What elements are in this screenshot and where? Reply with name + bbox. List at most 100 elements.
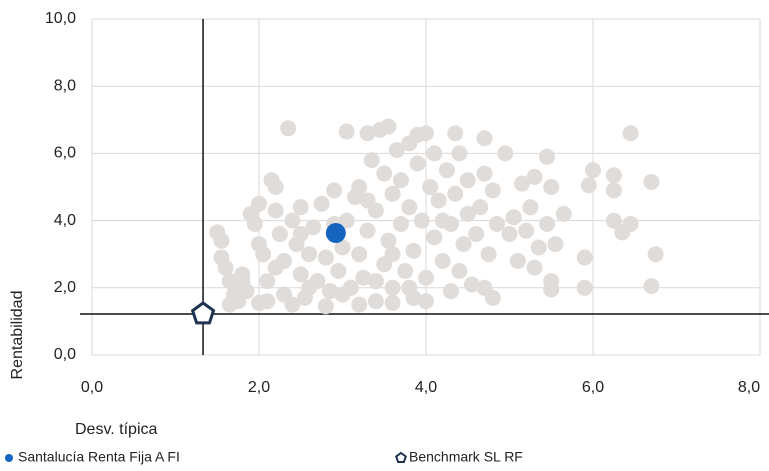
legend-label: Santalucía Renta Fija A FI [18,449,180,465]
peer-point [405,242,422,259]
peer-point [221,273,238,290]
peer-point [251,294,267,311]
peer-point [259,273,276,290]
peer-point [301,279,318,296]
peer-point [401,279,418,296]
peer-point [384,294,401,311]
peer-point [480,246,497,263]
peer-point [418,269,434,286]
peer-point [317,298,334,315]
fund-point [325,223,346,244]
peer-point [463,276,480,293]
peer-point [334,286,351,303]
peer-point [413,212,430,229]
peer-point [313,195,330,212]
x-axis-label: Desv. típica [75,421,158,438]
peer-point [522,199,539,216]
peer-point [380,232,397,249]
peer-point [543,179,560,195]
peer-point [530,239,547,256]
peer-point [555,205,572,222]
peer-point [451,145,468,162]
peer-point [468,226,485,243]
peer-point [321,283,338,300]
peer-point [359,125,376,142]
peer-point [292,226,309,243]
y-axis-label: Rentabilidad [9,291,26,380]
peer-point [434,252,451,269]
peer-point [221,296,238,313]
peer-point [351,246,368,263]
peer-point [605,212,622,229]
x-tick-label: 0,0 [81,379,103,396]
peer-point [585,162,601,179]
x-tick-label: 6,0 [582,379,604,396]
legend-label: Benchmark SL RF [409,449,523,465]
y-tick-label: 0,0 [54,346,76,363]
peer-point [355,269,372,286]
peer-point [622,215,639,232]
peer-point [284,296,301,313]
peer-point [447,185,464,202]
peer-point [338,123,355,140]
y-tick-label: 10,0 [45,10,76,27]
peer-point [459,172,476,189]
peer-point [426,229,443,246]
peer-point [363,152,380,169]
peer-point [267,202,284,219]
peer-point [392,215,409,232]
legend-marker [395,451,407,463]
peer-point [518,222,535,239]
peer-point [459,205,476,222]
peer-point [605,182,622,199]
peer-point [643,173,660,190]
peer-point [267,179,284,195]
peer-point [338,212,355,229]
legend-marker [5,454,13,462]
peer-point [526,168,543,185]
x-tick-label: 2,0 [248,379,270,396]
peer-point [434,212,451,229]
peer-point [380,118,397,135]
peer-point [409,155,426,172]
peer-point [484,289,501,306]
peer-point [647,246,664,263]
peer-point [392,172,409,189]
peer-point [213,232,230,249]
peer-point [397,263,414,279]
peer-point [351,179,368,195]
peer-point [443,283,460,300]
peer-point [267,259,284,276]
peer-point [234,273,251,290]
peer-point [451,263,468,279]
peer-point [284,212,301,229]
peer-point [334,239,351,256]
peer-point [305,219,322,236]
peer-point [476,165,493,182]
peer-point [488,215,505,232]
peer-point [547,236,564,253]
peer-point [376,165,393,182]
peer-point [246,215,263,232]
peer-point [643,278,660,295]
peer-point [384,185,401,202]
peer-point [422,179,439,195]
peer-point [326,182,343,199]
peer-point [539,148,556,165]
peer-point [514,175,531,192]
peer-point [543,281,560,298]
peer-point [384,246,401,263]
peer-point [330,263,347,279]
peer-point [430,192,447,209]
peer-point [271,226,288,243]
y-tick-label: 6,0 [54,145,76,162]
y-tick-label: 2,0 [54,279,76,296]
peer-point [622,125,639,142]
peer-point [576,279,593,296]
peer-point [605,167,622,184]
peer-point [509,252,526,269]
y-tick-label: 4,0 [54,212,76,229]
peer-point [576,249,593,266]
peer-point [426,145,443,162]
peer-point [367,293,384,310]
